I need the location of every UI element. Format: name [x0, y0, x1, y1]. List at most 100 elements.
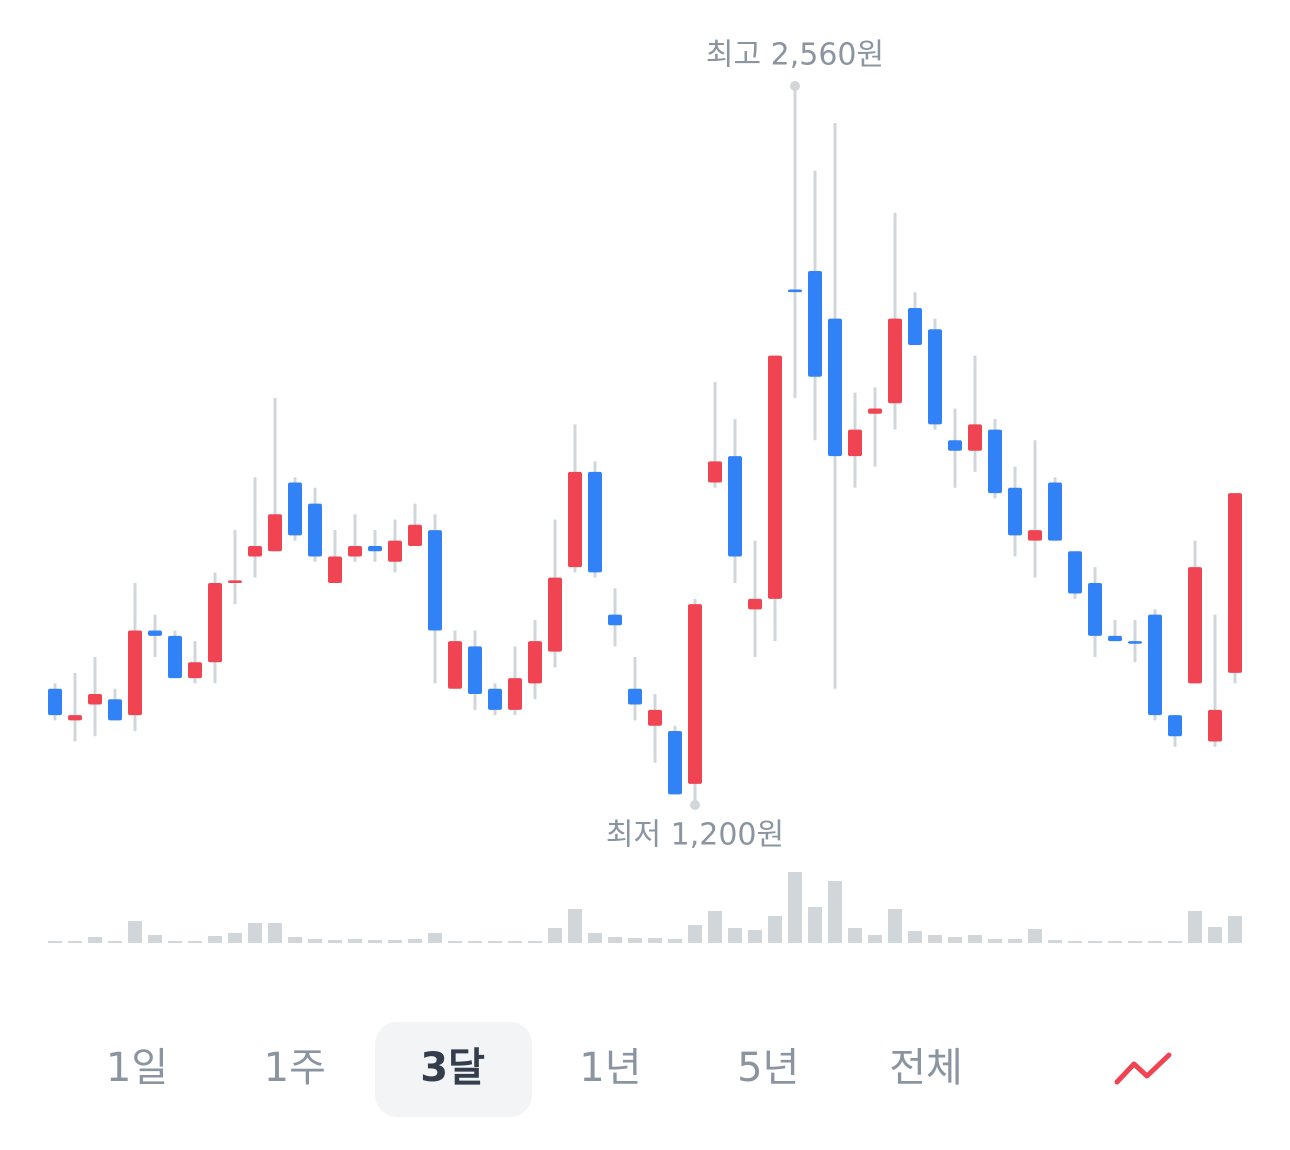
candle-body — [568, 471, 582, 568]
candle-body — [1008, 487, 1022, 536]
volume-bar — [1128, 941, 1142, 943]
volume-bar — [428, 933, 442, 943]
candle-body — [1028, 530, 1042, 541]
candle-body — [368, 545, 382, 552]
candle-body — [288, 482, 302, 536]
candle-body — [408, 524, 422, 546]
volume-bar — [988, 939, 1002, 943]
candle-body — [268, 514, 282, 552]
volume-bar — [868, 935, 882, 943]
high-marker — [790, 81, 800, 91]
volume-bar — [588, 933, 602, 943]
candle-body — [608, 614, 622, 626]
period-tab[interactable]: 3달 — [420, 1045, 485, 1091]
volume-bar — [828, 881, 842, 943]
volume-bar — [628, 938, 642, 943]
volume-bar — [248, 923, 262, 943]
volume-bar — [688, 925, 702, 943]
candle-body — [448, 641, 462, 689]
volume-bar — [488, 941, 502, 943]
candle-body — [188, 662, 202, 679]
candle-body — [88, 693, 102, 705]
candle-body — [488, 688, 502, 710]
volume-bar — [308, 939, 322, 943]
candle-body — [748, 598, 762, 610]
candle-body — [648, 709, 662, 726]
volume-bar — [1148, 941, 1162, 943]
candle-body — [148, 630, 162, 636]
volume-bar — [468, 941, 482, 943]
volume-bar — [1228, 916, 1242, 943]
candle-body — [1068, 551, 1082, 594]
volume-bar — [1008, 939, 1022, 943]
volume-bar — [268, 923, 282, 943]
volume-bar — [1068, 941, 1082, 943]
low-label: 최저 1,200원 — [606, 818, 784, 853]
volume-bar — [748, 930, 762, 943]
candle-body — [728, 456, 742, 557]
candle-body — [468, 646, 482, 694]
volume-bar — [208, 936, 222, 943]
volume-bar — [948, 937, 962, 943]
candle-body — [788, 289, 802, 293]
candle-body — [888, 318, 902, 404]
candle-body — [248, 545, 262, 557]
volume-bar — [548, 928, 562, 943]
period-tab[interactable]: 1주 — [264, 1045, 326, 1091]
volume-bar — [328, 940, 342, 943]
volume-bar — [168, 941, 182, 943]
volume-bar — [848, 928, 862, 943]
volume-bar — [228, 933, 242, 943]
candle-body — [588, 471, 602, 573]
period-tab[interactable]: 1일 — [106, 1045, 168, 1091]
candle-body — [1208, 709, 1222, 742]
period-tab[interactable]: 전체 — [889, 1045, 963, 1091]
volume-bar — [928, 935, 942, 943]
period-tab[interactable]: 5년 — [737, 1045, 799, 1091]
volume-bar — [88, 937, 102, 943]
candle-body — [428, 530, 442, 631]
candle-body — [308, 503, 322, 557]
low-marker — [690, 800, 700, 810]
candle-body — [1148, 614, 1162, 716]
volume-bar — [888, 909, 902, 943]
candle-body — [1168, 715, 1182, 737]
volume-bar — [288, 937, 302, 943]
candle-body — [508, 678, 522, 710]
candle-body — [208, 582, 222, 663]
candle-body — [948, 440, 962, 451]
volume-bar — [148, 935, 162, 943]
volume-bar — [408, 939, 422, 943]
volume-bar — [568, 909, 582, 943]
volume-bar — [528, 941, 542, 943]
candle-body — [68, 715, 82, 721]
volume-bar — [608, 937, 622, 943]
volume-bar — [348, 939, 362, 943]
volume-bar — [448, 941, 462, 943]
candle-body — [548, 577, 562, 652]
volume-bar — [768, 916, 782, 943]
volume-bar — [508, 941, 522, 943]
volume-bar — [788, 872, 802, 943]
candle-body — [108, 699, 122, 721]
volume-bar — [708, 911, 722, 943]
candle-body — [168, 635, 182, 679]
volume-bar — [1108, 941, 1122, 943]
volume-bar — [1168, 941, 1182, 943]
candle-body — [228, 580, 242, 583]
volume-bar — [968, 935, 982, 943]
candle-body — [708, 461, 722, 483]
volume-bar — [1048, 940, 1062, 943]
candle-body — [1108, 635, 1122, 642]
volume-bar — [808, 907, 822, 943]
line-chart-toggle[interactable] — [1114, 1052, 1172, 1085]
volume-bar — [1088, 941, 1102, 943]
candle-body — [1188, 567, 1202, 684]
candle-body — [348, 545, 362, 557]
period-tab[interactable]: 1년 — [579, 1045, 641, 1091]
candle-body — [828, 318, 842, 457]
candle-body — [48, 688, 62, 716]
candle-body — [388, 540, 402, 562]
